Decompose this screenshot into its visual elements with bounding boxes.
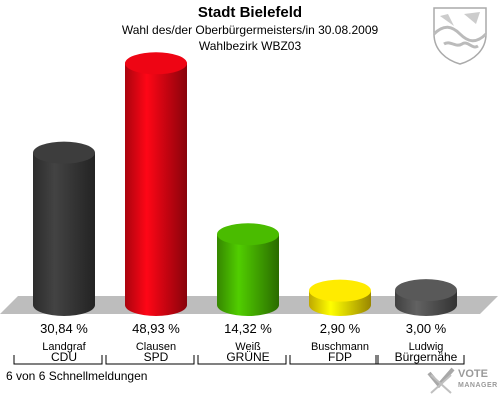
bar-body: [125, 63, 187, 317]
bar-body: [217, 234, 279, 316]
value-label: 2,90 %: [320, 321, 361, 336]
bar-5: [395, 279, 457, 316]
bar-top: [125, 52, 187, 75]
party-label: CDU: [51, 350, 77, 364]
district-label: Wahlbezirk WBZ03: [198, 39, 302, 53]
vote-manager-logo-icon: [427, 367, 455, 394]
chart-subtitle: Wahl des/der Oberbürgermeisters/in 30.08…: [121, 23, 379, 37]
candidate-label: Ludwig: [409, 341, 444, 353]
value-label: 14,32 %: [224, 321, 272, 336]
party-bracket: [375, 355, 465, 365]
bar-3: [217, 223, 279, 316]
bar-body: [33, 152, 95, 316]
party-bracket: [105, 355, 195, 365]
party-label: SPD: [144, 350, 169, 364]
candidate-label: Buschmann: [311, 341, 369, 353]
party-bracket: [289, 355, 379, 365]
bar-top: [217, 223, 279, 246]
party-bracket: [13, 355, 103, 365]
bar-1: [33, 141, 95, 316]
bar-2: [125, 52, 187, 317]
candidate-label: Landgraf: [42, 341, 86, 353]
coat-of-arms-icon: [432, 7, 488, 65]
candidate-label: Weiß: [235, 341, 261, 353]
vote-manager-logo-subtext: MANAGER: [458, 382, 498, 389]
chart-title: Stadt Bielefeld: [197, 4, 303, 21]
bar-4: [309, 279, 371, 316]
candidate-label: Clausen: [136, 341, 176, 353]
value-label: 48,93 %: [132, 321, 180, 336]
bar-top: [33, 141, 95, 164]
party-bracket: [197, 355, 287, 365]
bar-top: [395, 279, 457, 302]
vote-manager-logo-text: VOTE: [458, 368, 488, 380]
bar-top: [309, 279, 371, 302]
value-label: 3,00 %: [406, 321, 447, 336]
value-label: 30,84 %: [40, 321, 88, 336]
party-label: Bürgernähe: [395, 350, 458, 364]
reports-status: 6 von 6 Schnellmeldungen: [6, 369, 148, 383]
party-label: GRÜNE: [226, 350, 269, 364]
party-label: FDP: [328, 350, 352, 364]
